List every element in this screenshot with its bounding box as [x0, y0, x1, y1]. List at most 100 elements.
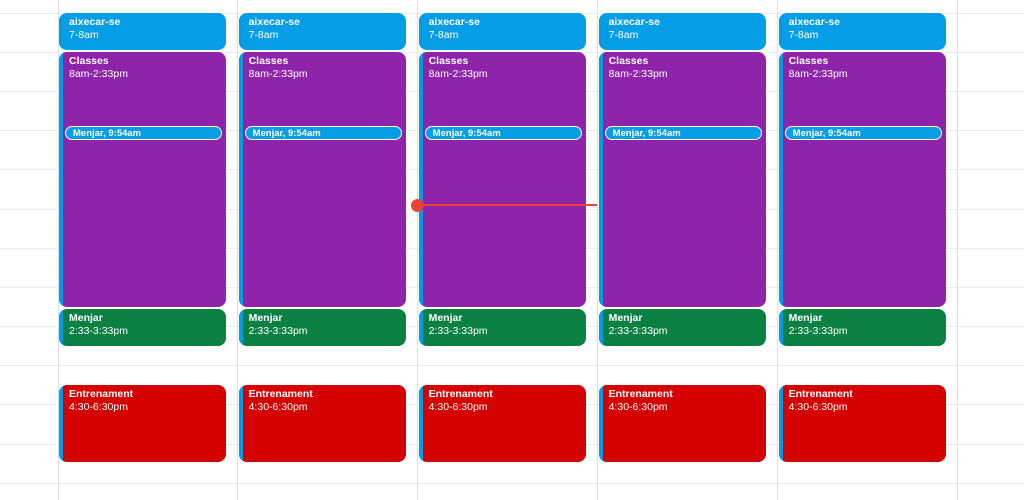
- event-title: Classes: [69, 55, 109, 68]
- event-aixecar-se[interactable]: aixecar-se 7-8am: [778, 13, 946, 51]
- event-time: 4:30-6:30pm: [248, 401, 308, 414]
- event-calendar-stripe: [598, 52, 603, 307]
- event-title: Entrenament: [608, 388, 673, 401]
- event-menjar[interactable]: Menjar 2:33-3:33pm: [238, 308, 406, 347]
- day-gridline: [237, 0, 239, 500]
- event-calendar-stripe: [778, 13, 783, 51]
- day-gridline: [417, 0, 419, 500]
- event-time: 8am-2:33pm: [428, 68, 488, 81]
- event-time: 4:30-6:30pm: [69, 401, 128, 414]
- current-time-dot: [410, 198, 424, 212]
- current-time-line: [417, 204, 598, 207]
- event-entrenament[interactable]: Entrenament 4:30-6:30pm: [59, 385, 226, 462]
- event-calendar-stripe: [778, 52, 783, 307]
- reminder-label: Menjar, 9:54am: [432, 127, 501, 139]
- event-title: aixecar-se: [248, 16, 300, 29]
- day-gridline: [597, 0, 599, 500]
- event-menjar[interactable]: Menjar 2:33-3:33pm: [598, 308, 766, 347]
- event-entrenament[interactable]: Entrenament 4:30-6:30pm: [238, 385, 406, 462]
- event-calendar-stripe: [59, 13, 63, 51]
- event-aixecar-se[interactable]: aixecar-se 7-8am: [598, 13, 766, 51]
- event-time: 7-8am: [788, 29, 819, 42]
- event-time: 7-8am: [608, 29, 639, 42]
- event-aixecar-se[interactable]: aixecar-se 7-8am: [418, 13, 586, 51]
- event-menjar[interactable]: Menjar 2:33-3:33pm: [778, 308, 946, 347]
- day-gridline: [57, 0, 59, 500]
- reminder-label: Menjar, 9:54am: [73, 127, 142, 139]
- event-title: aixecar-se: [69, 16, 121, 29]
- event-time: 8am-2:33pm: [788, 68, 848, 81]
- event-title: aixecar-se: [608, 16, 660, 29]
- reminder-label: Menjar, 9:54am: [252, 127, 321, 139]
- event-title: Menjar: [608, 311, 643, 324]
- event-time: 2:33-3:33pm: [608, 324, 668, 337]
- event-title: Menjar: [248, 311, 283, 324]
- event-calendar-stripe: [238, 385, 243, 462]
- event-time: 4:30-6:30pm: [428, 401, 488, 414]
- event-time: 4:30-6:30pm: [788, 401, 848, 414]
- event-calendar-stripe: [598, 13, 603, 51]
- event-title: Entrenament: [69, 388, 134, 401]
- event-title: Classes: [428, 55, 469, 68]
- event-calendar-stripe: [59, 385, 63, 462]
- event-title: Menjar: [428, 311, 463, 324]
- event-calendar-stripe: [59, 308, 63, 347]
- event-time: 2:33-3:33pm: [428, 324, 488, 337]
- event-title: Classes: [248, 55, 289, 68]
- event-title: aixecar-se: [428, 16, 480, 29]
- event-classes[interactable]: Classes 8am-2:33pm: [59, 52, 226, 307]
- hour-gridline: [0, 482, 1024, 484]
- event-calendar-stripe: [418, 385, 423, 462]
- reminder-menjar[interactable]: Menjar, 9:54am: [424, 126, 582, 141]
- event-calendar-stripe: [418, 13, 423, 51]
- reminder-menjar[interactable]: Menjar, 9:54am: [604, 126, 762, 141]
- day-gridline: [956, 0, 958, 500]
- event-title: Classes: [788, 55, 829, 68]
- event-time: 7-8am: [248, 29, 279, 42]
- event-time: 7-8am: [428, 29, 459, 42]
- event-title: aixecar-se: [788, 16, 840, 29]
- event-time: 2:33-3:33pm: [69, 324, 128, 337]
- reminder-menjar[interactable]: Menjar, 9:54am: [784, 126, 942, 141]
- event-calendar-stripe: [778, 308, 783, 347]
- event-time: 8am-2:33pm: [608, 68, 668, 81]
- event-aixecar-se[interactable]: aixecar-se 7-8am: [238, 13, 406, 51]
- event-time: 7-8am: [69, 29, 99, 42]
- event-aixecar-se[interactable]: aixecar-se 7-8am: [59, 13, 226, 51]
- event-classes[interactable]: Classes 8am-2:33pm: [778, 52, 946, 307]
- event-classes[interactable]: Classes 8am-2:33pm: [418, 52, 586, 307]
- hour-gridline: [0, 365, 1024, 367]
- reminder-menjar[interactable]: Menjar, 9:54am: [65, 126, 222, 141]
- event-title: Entrenament: [788, 388, 853, 401]
- event-time: 8am-2:33pm: [69, 68, 128, 81]
- event-calendar-stripe: [238, 52, 243, 307]
- event-calendar-stripe: [418, 52, 423, 307]
- reminder-label: Menjar, 9:54am: [792, 127, 861, 139]
- event-menjar[interactable]: Menjar 2:33-3:33pm: [418, 308, 586, 347]
- event-calendar-stripe: [59, 52, 63, 307]
- event-time: 4:30-6:30pm: [608, 401, 668, 414]
- reminder-label: Menjar, 9:54am: [612, 127, 681, 139]
- event-entrenament[interactable]: Entrenament 4:30-6:30pm: [778, 385, 946, 462]
- event-time: 8am-2:33pm: [248, 68, 308, 81]
- event-calendar-stripe: [418, 308, 423, 347]
- event-entrenament[interactable]: Entrenament 4:30-6:30pm: [418, 385, 586, 462]
- event-calendar-stripe: [238, 308, 243, 347]
- reminder-menjar[interactable]: Menjar, 9:54am: [244, 126, 402, 141]
- event-title: Classes: [608, 55, 649, 68]
- event-calendar-stripe: [238, 13, 243, 51]
- event-title: Menjar: [788, 311, 823, 324]
- event-title: Entrenament: [248, 388, 313, 401]
- event-calendar-stripe: [598, 385, 603, 462]
- event-time: 2:33-3:33pm: [788, 324, 848, 337]
- event-calendar-stripe: [598, 308, 603, 347]
- event-title: Entrenament: [428, 388, 493, 401]
- event-classes[interactable]: Classes 8am-2:33pm: [598, 52, 766, 307]
- event-menjar[interactable]: Menjar 2:33-3:33pm: [59, 308, 226, 347]
- day-gridline: [777, 0, 779, 500]
- event-classes[interactable]: Classes 8am-2:33pm: [238, 52, 406, 307]
- event-entrenament[interactable]: Entrenament 4:30-6:30pm: [598, 385, 766, 462]
- event-time: 2:33-3:33pm: [248, 324, 308, 337]
- event-calendar-stripe: [778, 385, 783, 462]
